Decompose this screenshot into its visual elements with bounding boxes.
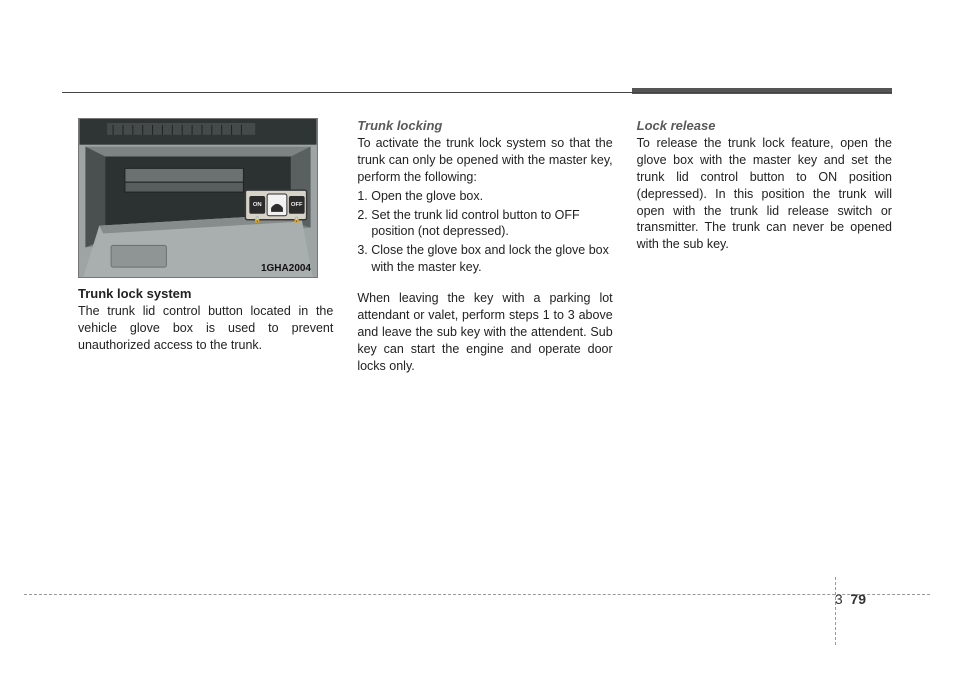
col2-title: Trunk locking bbox=[357, 118, 612, 133]
col2-note: When leaving the key with a parking lot … bbox=[357, 290, 612, 374]
panel-on-label: ON bbox=[253, 202, 262, 208]
column-1: 🔓 🔒 ON OFF 1GHA2004 Trunk lock system Th… bbox=[78, 118, 333, 376]
chapter-number: 3 bbox=[835, 591, 843, 607]
col2-steps: 1. Open the glove box. 2. Set the trunk … bbox=[357, 188, 612, 276]
column-2: Trunk locking To activate the trunk lock… bbox=[357, 118, 612, 376]
svg-text:🔓: 🔓 bbox=[254, 216, 261, 224]
page-content: 🔓 🔒 ON OFF 1GHA2004 Trunk lock system Th… bbox=[78, 118, 892, 376]
glovebox-figure: 🔓 🔒 ON OFF 1GHA2004 bbox=[78, 118, 318, 278]
glovebox-illustration: 🔓 🔒 ON OFF bbox=[79, 119, 317, 277]
col3-title: Lock release bbox=[637, 118, 892, 133]
footer-dashed-rule bbox=[24, 594, 930, 595]
page-number-value: 79 bbox=[850, 591, 866, 607]
col3-body: To release the trunk lock feature, open … bbox=[637, 135, 892, 253]
panel-off-label: OFF bbox=[291, 202, 303, 208]
col1-body: The trunk lid control button located in … bbox=[78, 303, 333, 354]
figure-code: 1GHA2004 bbox=[261, 263, 311, 274]
step-1: 1. Open the glove box. bbox=[357, 188, 612, 205]
header-rule-thick bbox=[632, 88, 892, 94]
col2-intro: To activate the trunk lock system so tha… bbox=[357, 135, 612, 186]
step-2: 2. Set the trunk lid control button to O… bbox=[357, 207, 612, 241]
svg-text:🔒: 🔒 bbox=[293, 217, 300, 224]
header-rule bbox=[62, 92, 892, 93]
col1-title: Trunk lock system bbox=[78, 286, 333, 301]
column-3: Lock release To release the trunk lock f… bbox=[637, 118, 892, 376]
footer-vertical-dashed bbox=[835, 577, 836, 645]
page-number: 3 79 bbox=[835, 591, 866, 607]
step-3: 3. Close the glove box and lock the glov… bbox=[357, 242, 612, 276]
